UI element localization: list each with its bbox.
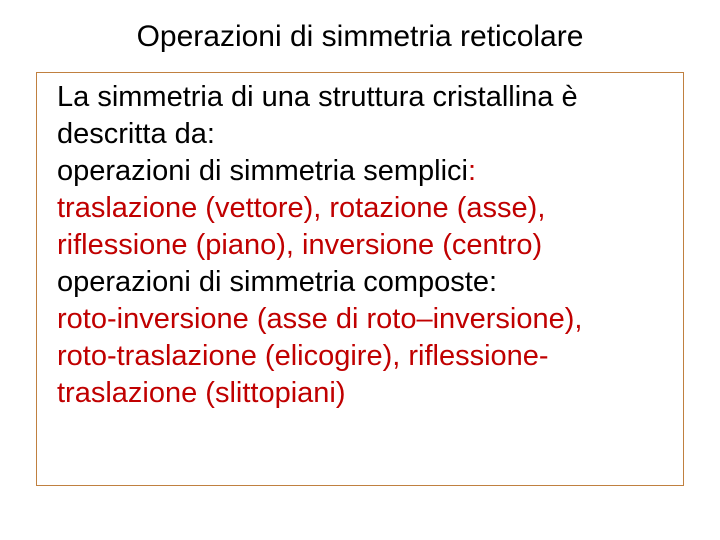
text-run: operazioni di simmetria composte: — [57, 266, 497, 298]
body-line: operazioni di simmetria semplici: — [57, 153, 663, 190]
content-box: La simmetria di una struttura cristallin… — [36, 72, 684, 486]
body-line: La simmetria di una struttura cristallin… — [57, 79, 663, 116]
body-line: roto-inversione (asse di roto–inversione… — [57, 301, 663, 338]
text-run: : — [468, 155, 476, 187]
body-line: riflessione (piano), inversione (centro) — [57, 227, 663, 264]
text-run: descritta da: — [57, 118, 215, 150]
text-run: riflessione (piano), inversione (centro) — [57, 229, 542, 261]
slide: Operazioni di simmetria reticolare La si… — [0, 0, 720, 540]
text-run: traslazione (vettore), rotazione (asse), — [57, 192, 545, 224]
slide-title: Operazioni di simmetria reticolare — [0, 0, 720, 64]
text-run: La simmetria di una struttura cristallin… — [57, 81, 578, 113]
body-line: traslazione (vettore), rotazione (asse), — [57, 190, 663, 227]
text-run: operazioni di simmetria semplici — [57, 155, 468, 187]
body-line: descritta da: — [57, 116, 663, 153]
body-line: traslazione (slittopiani) — [57, 375, 663, 412]
body-line: operazioni di simmetria composte: — [57, 264, 663, 301]
text-run: roto-traslazione (elicogire), riflession… — [57, 340, 549, 372]
body-line: roto-traslazione (elicogire), riflession… — [57, 338, 663, 375]
text-run: traslazione (slittopiani) — [57, 377, 346, 409]
text-run: roto-inversione (asse di roto–inversione… — [57, 303, 582, 335]
